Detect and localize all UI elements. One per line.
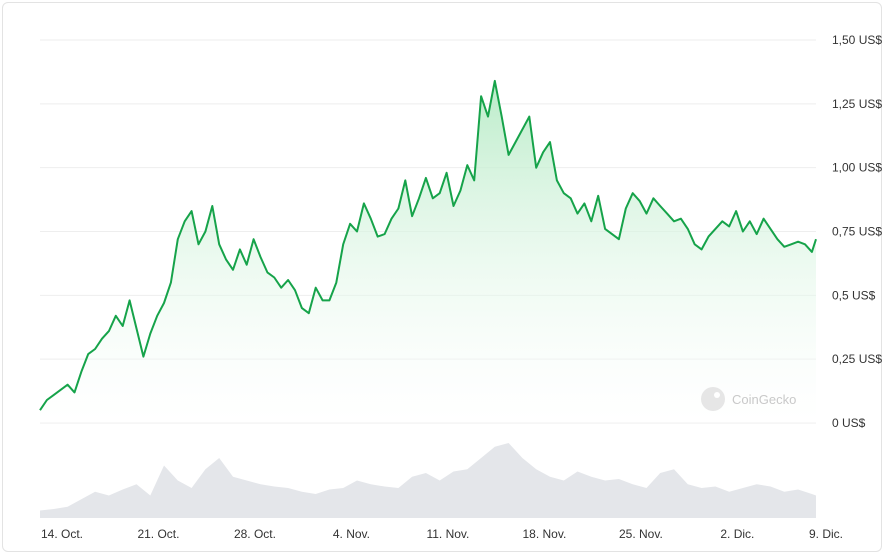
x-tick-label: 9. Dic. <box>809 527 843 541</box>
y-tick-label: 1,50 US$ <box>832 33 882 47</box>
volume-area <box>40 443 816 518</box>
y-axis-ticks: 1,50 US$ 1,25 US$ 1,00 US$ 0,75 US$ 0,5 US$ 0… <box>832 33 882 430</box>
watermark-text: CoinGecko <box>732 392 796 407</box>
x-tick-label: 21. Oct. <box>137 527 179 541</box>
y-tick-label: 0,5 US$ <box>832 288 876 302</box>
y-tick-label: 0 US$ <box>832 416 866 430</box>
x-tick-label: 18. Nov. <box>523 527 567 541</box>
y-tick-label: 1,25 US$ <box>832 97 882 111</box>
price-area <box>40 80 816 424</box>
x-tick-label: 28. Oct. <box>234 527 276 541</box>
x-tick-label: 14. Oct. <box>41 527 83 541</box>
x-axis-ticks: 14. Oct. 21. Oct. 28. Oct. 4. Nov. 11. Nov. 1… <box>41 527 843 541</box>
x-tick-label: 11. Nov. <box>426 527 469 541</box>
y-tick-label: 1,00 US$ <box>832 161 882 175</box>
x-tick-label: 2. Dic. <box>720 527 754 541</box>
y-tick-label: 0,25 US$ <box>832 352 882 366</box>
coingecko-logo-icon <box>701 387 725 411</box>
watermark: CoinGecko <box>701 387 796 411</box>
x-tick-label: 4. Nov. <box>333 527 370 541</box>
x-tick-label: 25. Nov. <box>619 527 663 541</box>
price-line <box>39 79 817 411</box>
y-tick-label: 0,75 US$ <box>832 225 882 239</box>
